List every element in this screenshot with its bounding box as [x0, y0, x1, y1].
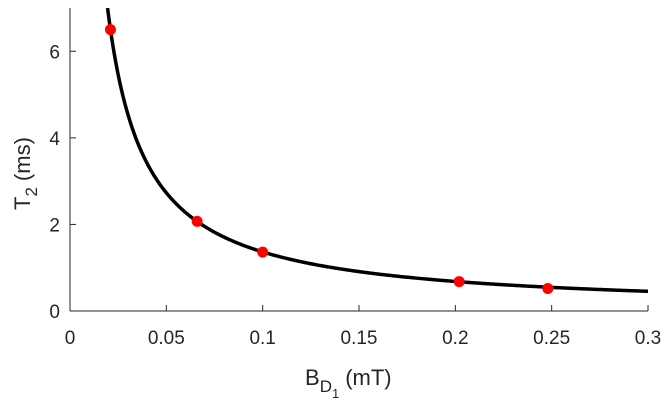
y-axis-label-base: T [10, 197, 35, 210]
x-axis-label-sub: D [320, 377, 332, 396]
x-tick-label: 0.3 [635, 328, 661, 349]
x-tick-label: 0.05 [148, 328, 185, 349]
x-axis-label-subsub: 1 [332, 386, 339, 401]
x-axis-label: BD1 (mT) [305, 365, 392, 401]
y-tick-label: 2 [49, 215, 60, 236]
data-point [191, 215, 203, 227]
x-axis-label-unit: (mT) [345, 365, 391, 390]
data-points [104, 24, 554, 294]
x-tick-label: 0.15 [341, 328, 378, 349]
data-point [257, 246, 269, 258]
data-point [104, 24, 116, 36]
data-point [453, 276, 465, 288]
x-axis-ticks: 0 0.05 0.1 0.15 0.2 0.25 0.3 [65, 305, 661, 349]
y-axis-label: T2 (ms) [10, 137, 41, 210]
y-tick-label: 0 [49, 302, 60, 323]
data-point [542, 282, 554, 294]
x-tick-label: 0 [65, 328, 76, 349]
y-axis-ticks: 0 2 4 6 [49, 42, 76, 323]
y-axis-label-sub: 2 [22, 187, 41, 196]
y-tick-label: 4 [49, 129, 60, 150]
x-tick-label: 0.25 [533, 328, 570, 349]
plot-area [104, 8, 648, 294]
y-tick-label: 6 [49, 42, 60, 63]
x-axis-label-base: B [305, 365, 320, 390]
x-tick-label: 0.1 [249, 328, 275, 349]
y-axis-label-unit: (ms) [10, 137, 35, 181]
x-tick-label: 0.2 [442, 328, 468, 349]
fit-curve [105, 8, 648, 294]
